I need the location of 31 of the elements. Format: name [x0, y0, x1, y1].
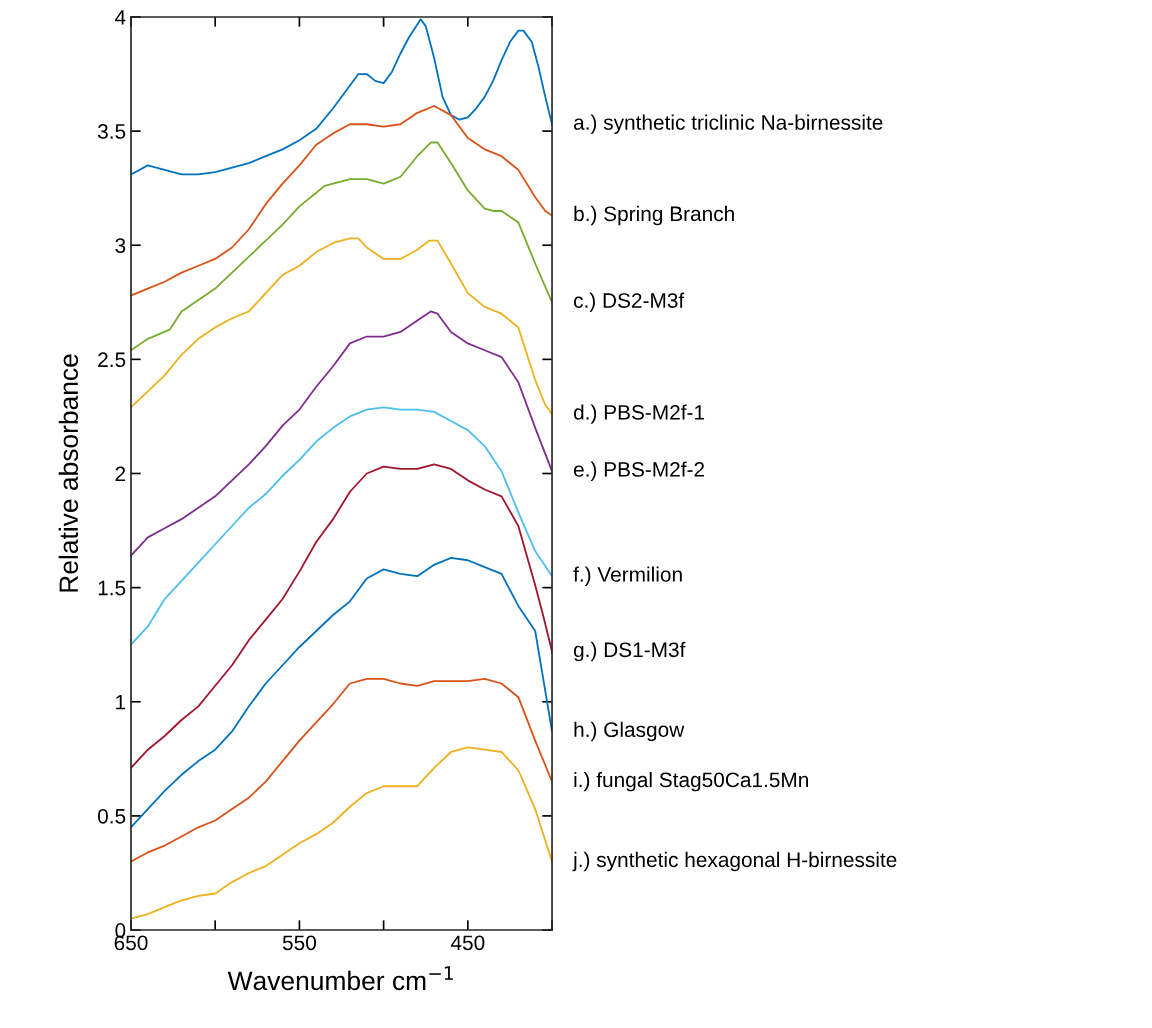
series-label: d.) PBS-M2f-1 [573, 404, 705, 424]
line-series [130, 557, 553, 829]
x-tick-label: 550 [282, 935, 316, 951]
line-series [130, 310, 553, 557]
series-label: c.) DS2-M3f [573, 292, 685, 312]
y-tick-label: 3 [115, 238, 126, 253]
y-tick-label: 3.5 [97, 124, 126, 139]
x-axis-title: Wavenumber cm$^{−1}$ [227, 966, 453, 991]
y-tick-label: 1 [116, 694, 126, 710]
line-series [130, 237, 553, 416]
line-series [130, 105, 553, 297]
line-series [130, 746, 553, 920]
series-label: b.) Spring Branch [574, 205, 734, 226]
y-tick-label: 2.5 [98, 352, 126, 368]
y-tick-label: 2 [115, 466, 126, 482]
y-tick-label: 0.5 [97, 808, 126, 824]
series-label: f.) Vermilion [573, 566, 682, 586]
series-label: h.) Glasgow [574, 721, 685, 742]
series-label: e.) PBS-M2f-2 [573, 461, 705, 481]
y-tick-label: 1.5 [98, 580, 126, 596]
x-tick-label: 450 [450, 935, 485, 951]
y-axis-title: Relative absorbance [58, 354, 79, 592]
series-label: i.) fungal Stag50Ca1.5Mn [574, 771, 808, 792]
y-tick-label: 4 [115, 10, 126, 25]
series-label: j.) synthetic hexagonal H-birnessite [572, 851, 897, 872]
line-series [130, 406, 553, 646]
line-series [130, 463, 553, 769]
series-label: g.) DS1-M3f [573, 641, 686, 662]
line-series [130, 141, 553, 352]
series-label: a.) synthetic triclinic Na-birnessite [573, 114, 883, 134]
line-series [130, 678, 553, 863]
